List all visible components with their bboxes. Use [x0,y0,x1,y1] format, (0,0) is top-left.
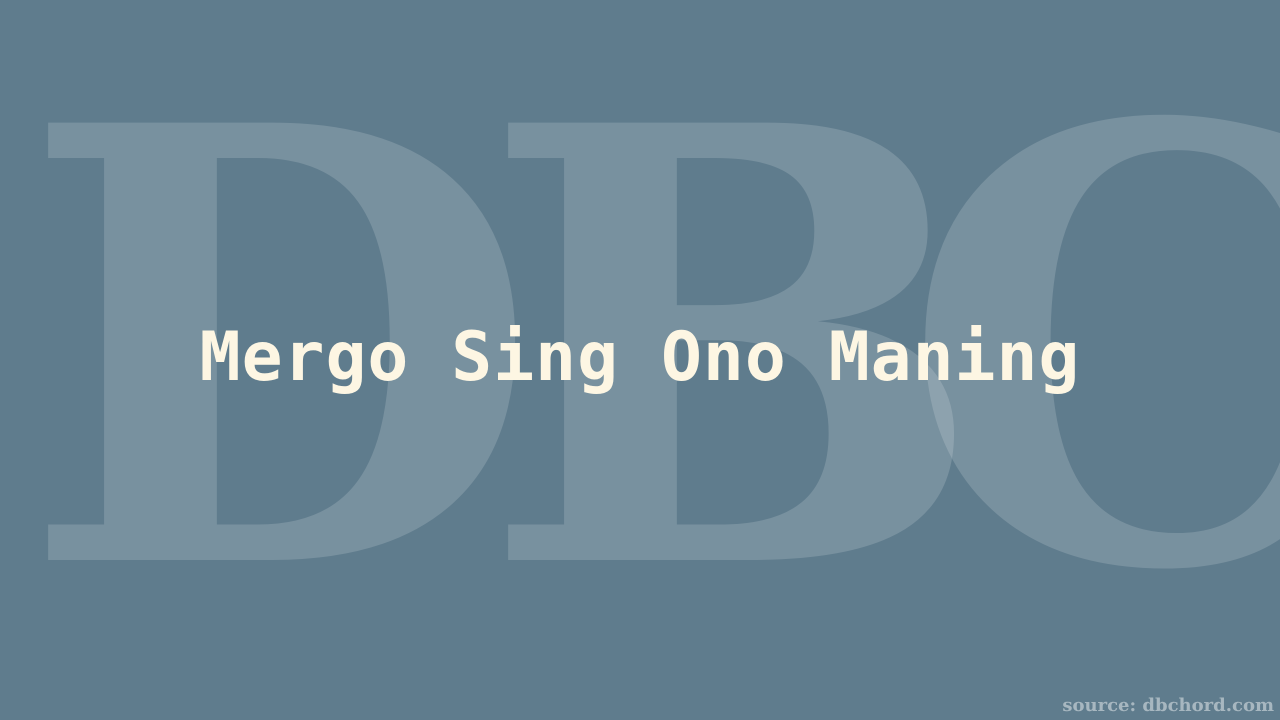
song-title: Mergo Sing Ono Maning [199,318,1081,397]
watermark-letter-d: D [20,0,541,702]
watermark-letter-b: B [480,0,988,702]
source-credit: source: dbchord.com [1062,695,1274,716]
watermark-letter-c: C [900,0,1280,702]
